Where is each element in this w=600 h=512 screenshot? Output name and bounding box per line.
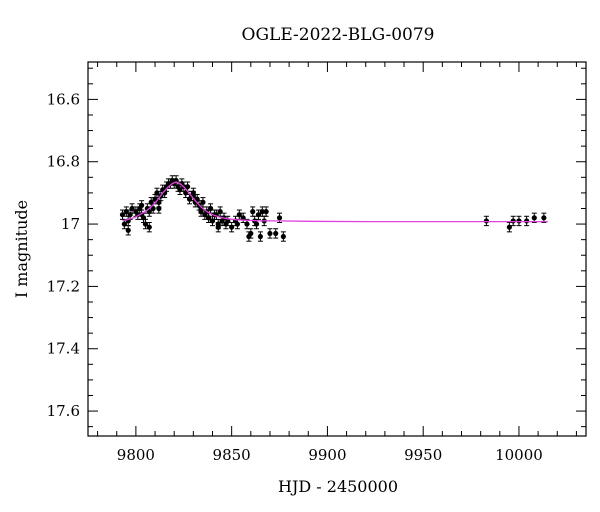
y-tick-label: 17.2 [47,277,80,295]
data-point [483,215,489,227]
y-tick-label: 17 [61,215,80,233]
data-point [225,215,231,227]
data-point [524,215,530,227]
y-tick-label: 17.4 [47,340,80,358]
chart-title: OGLE-2022-BLG-0079 [242,25,435,45]
data-point [244,218,250,230]
data-point [255,209,262,220]
plot-area [119,175,548,242]
data-point [215,222,221,233]
data-point [229,222,235,233]
data-point [506,222,512,233]
data-point [510,215,516,227]
data-point [263,206,269,217]
data-point [541,212,547,224]
x-tick-label: 9800 [117,446,155,464]
y-tick-label: 16.6 [47,90,80,108]
data-point [200,197,206,208]
data-point [516,215,522,227]
y-tick-label: 16.8 [47,153,80,171]
x-tick-label: 9900 [308,446,346,464]
x-axis-label: HJD - 2450000 [278,477,398,496]
x-tick-label: 10000 [495,446,543,464]
data-point [531,212,537,224]
y-tick-label: 17.6 [47,402,80,420]
data-point [206,212,212,224]
model-curve [122,181,548,223]
y-axis-label: I magnitude [12,200,31,298]
data-point [273,228,279,239]
data-point [156,203,162,214]
data-point [240,212,246,224]
data-point [250,206,256,217]
data-point [248,228,254,239]
x-tick-label: 9950 [404,446,442,464]
data-point [257,231,263,242]
plot-frame [87,61,587,437]
tick-labels: 9800 9850 9900 9950 10000 16.6 16.8 17 17.2 17.4 1… [47,90,543,464]
data-point [125,225,131,236]
axis-ticks [88,62,586,436]
data-point [146,222,152,233]
data-point [267,228,273,239]
data-point [280,231,286,242]
data-point [129,203,135,214]
x-tick-label: 9850 [213,446,251,464]
